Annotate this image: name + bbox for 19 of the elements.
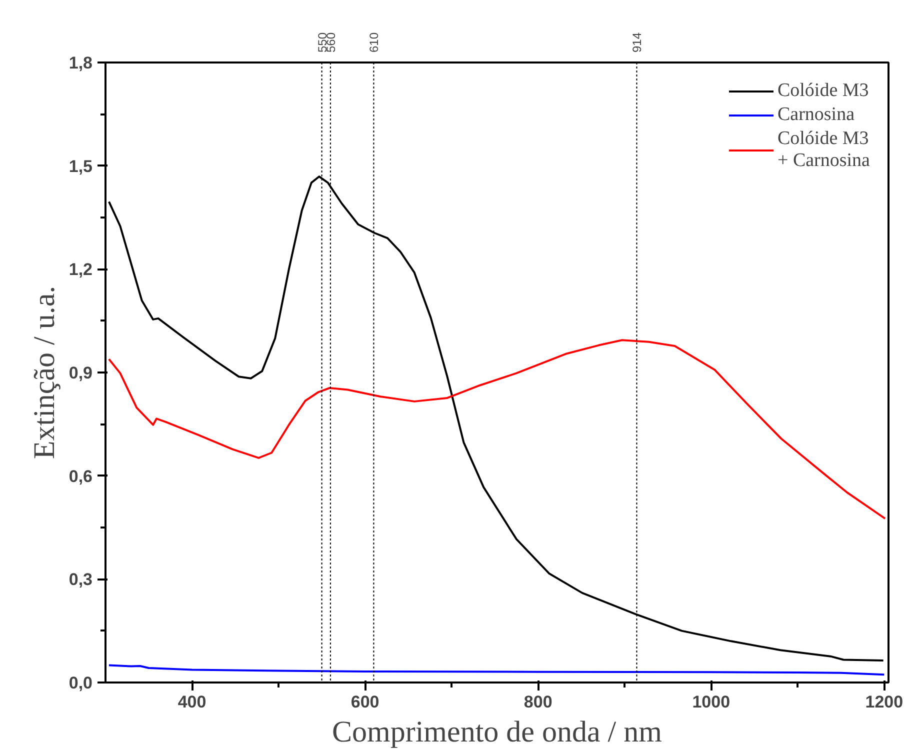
y-tick-label: 0,0 — [68, 674, 93, 692]
y-tick-label: 0,6 — [68, 466, 93, 486]
legend-label: Colóide M3 — [777, 80, 869, 102]
x-tick-label: 1200 — [865, 692, 904, 712]
y-tick-label: 1,2 — [68, 260, 93, 280]
y-tick-label: 0,3 — [68, 570, 93, 590]
y-tick-label: 1,5 — [68, 156, 93, 176]
y-tick-label: 1,8 — [68, 54, 93, 72]
ref-line-label: 914 — [630, 32, 644, 52]
x-tick-label: 600 — [350, 692, 380, 712]
x-tick-label: 400 — [178, 692, 206, 712]
y-tick-label: 0,9 — [68, 364, 93, 382]
ref-line-label: 610 — [367, 32, 382, 52]
legend-label: Carnosina — [777, 104, 855, 126]
legend-label: Colóide M3 + Carnosina — [777, 128, 870, 172]
x-tick-label: 800 — [524, 692, 552, 712]
y-axis-title: Extinção / u.a. — [28, 286, 61, 460]
x-tick-label: 1000 — [692, 692, 730, 712]
x-axis-title: Comprimento de onda / nm — [332, 716, 662, 748]
